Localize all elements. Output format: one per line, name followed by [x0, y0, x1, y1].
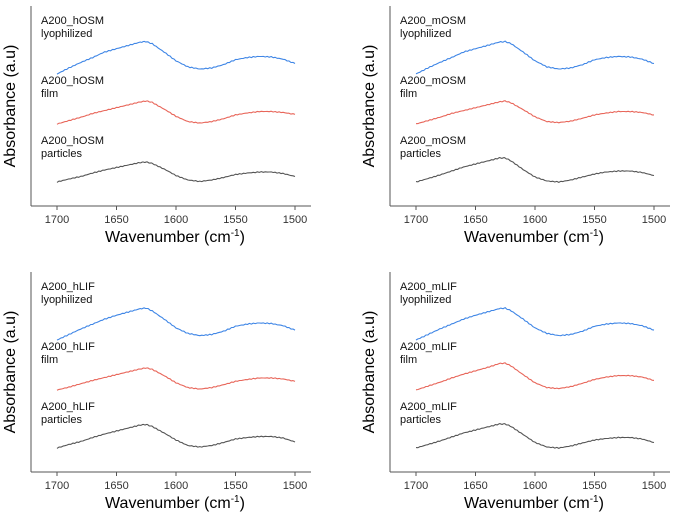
series-label-type: lyophilized — [400, 28, 451, 40]
series-label-name: A200_hLIF — [41, 341, 95, 353]
x-tick-label: 1600 — [523, 480, 547, 492]
series-label-type: particles — [41, 148, 82, 160]
x-axis-title-main: Wavenumber (cm — [464, 229, 590, 246]
y-axis-title: Absorbance (a.u) — [361, 45, 378, 168]
series-line-particles — [56, 161, 296, 183]
y-axis-title: Absorbance (a.u) — [2, 45, 19, 168]
series-label-name: A200_mLIF — [400, 281, 457, 293]
x-tick-label: 1650 — [104, 480, 128, 492]
x-axis-title: Wavenumber (cm-1) — [464, 494, 604, 512]
series-label-name: A200_hOSM — [41, 135, 104, 147]
series-line-film — [415, 100, 654, 125]
y-axis-title: Absorbance (a.u) — [2, 311, 19, 434]
x-tick-label: 1500 — [642, 214, 666, 226]
series-label-name: A200_hLIF — [41, 281, 95, 293]
series-line-film — [56, 100, 296, 125]
x-axis-title-end: ) — [599, 229, 604, 246]
series-line-lyophilized — [415, 40, 655, 75]
series-label-name: A200_mOSM — [400, 15, 466, 27]
x-axis-title: Wavenumber (cm-1) — [464, 228, 604, 246]
series-line-particles — [415, 423, 655, 449]
series-label-type: lyophilized — [41, 294, 92, 306]
chart-panel-mOSM: 1700 1650 1600 1550 1500 Wavenumber (cm-1) Abs… — [361, 6, 670, 246]
x-axis-title-main: Wavenumber (cm — [105, 495, 231, 512]
x-tick-label: 1500 — [283, 214, 307, 226]
x-axis-title-end: ) — [240, 495, 245, 512]
series-label-type: lyophilized — [400, 294, 451, 306]
x-axis-title-end: ) — [599, 495, 604, 512]
series-label-type: lyophilized — [41, 28, 92, 40]
x-axis-title-superscript: -1 — [231, 228, 240, 239]
x-axis-title-superscript: -1 — [231, 494, 240, 505]
x-tick-label: 1600 — [164, 214, 188, 226]
series-line-lyophilized — [56, 40, 296, 75]
series-line-lyophilized — [56, 307, 296, 341]
x-tick-label: 1550 — [582, 214, 606, 226]
x-tick-label: 1550 — [582, 480, 606, 492]
series-label-type: particles — [41, 414, 82, 426]
chart-panel-mLIF: 1700 1650 1600 1550 1500 Wavenumber (cm-1) Abs… — [361, 272, 670, 512]
series-label-name: A200_mOSM — [400, 75, 466, 87]
series-label-type: particles — [400, 148, 441, 160]
series-label-name: A200_hOSM — [41, 75, 104, 87]
x-axis-title: Wavenumber (cm-1) — [105, 228, 245, 246]
x-tick-label: 1550 — [223, 214, 247, 226]
x-tick-label: 1650 — [463, 480, 487, 492]
y-axis-title: Absorbance (a.u) — [361, 311, 378, 434]
series-line-film — [56, 367, 296, 391]
x-tick-label: 1600 — [164, 480, 188, 492]
series-line-lyophilized — [415, 307, 655, 341]
x-tick-label: 1700 — [404, 214, 428, 226]
series-label-type: particles — [400, 414, 441, 426]
series-label-type: film — [41, 88, 58, 100]
x-tick-label: 1650 — [104, 214, 128, 226]
x-axis-title-superscript: -1 — [590, 494, 599, 505]
x-axis-title-end: ) — [240, 229, 245, 246]
x-tick-label: 1500 — [283, 480, 307, 492]
series-label-name: A200_mLIF — [400, 341, 457, 353]
series-label-name: A200_hOSM — [41, 15, 104, 27]
series-line-particles — [56, 423, 296, 449]
series-label-name: A200_mLIF — [400, 401, 457, 413]
chart-panel-hOSM: 1700 1650 1600 1550 1500 Wavenumber (cm-1) Abs… — [2, 6, 311, 246]
x-tick-label: 1650 — [463, 214, 487, 226]
x-tick-label: 1700 — [404, 480, 428, 492]
x-tick-label: 1700 — [45, 214, 69, 226]
series-line-particles — [415, 157, 655, 183]
x-tick-label: 1600 — [523, 214, 547, 226]
x-axis-title-superscript: -1 — [590, 228, 599, 239]
x-tick-label: 1500 — [642, 480, 666, 492]
series-label-name: A200_hLIF — [41, 401, 95, 413]
series-label-type: film — [41, 354, 58, 366]
chart-panel-hLIF: 1700 1650 1600 1550 1500 Wavenumber (cm-1) Abs… — [2, 272, 311, 512]
x-tick-label: 1550 — [223, 480, 247, 492]
series-label-name: A200_mOSM — [400, 135, 466, 147]
series-line-film — [415, 362, 655, 391]
x-axis-title-main: Wavenumber (cm — [105, 229, 231, 246]
x-tick-label: 1700 — [45, 480, 69, 492]
x-axis-title: Wavenumber (cm-1) — [105, 494, 245, 512]
series-label-type: film — [400, 88, 417, 100]
series-label-type: film — [400, 354, 417, 366]
x-axis-title-main: Wavenumber (cm — [464, 495, 590, 512]
